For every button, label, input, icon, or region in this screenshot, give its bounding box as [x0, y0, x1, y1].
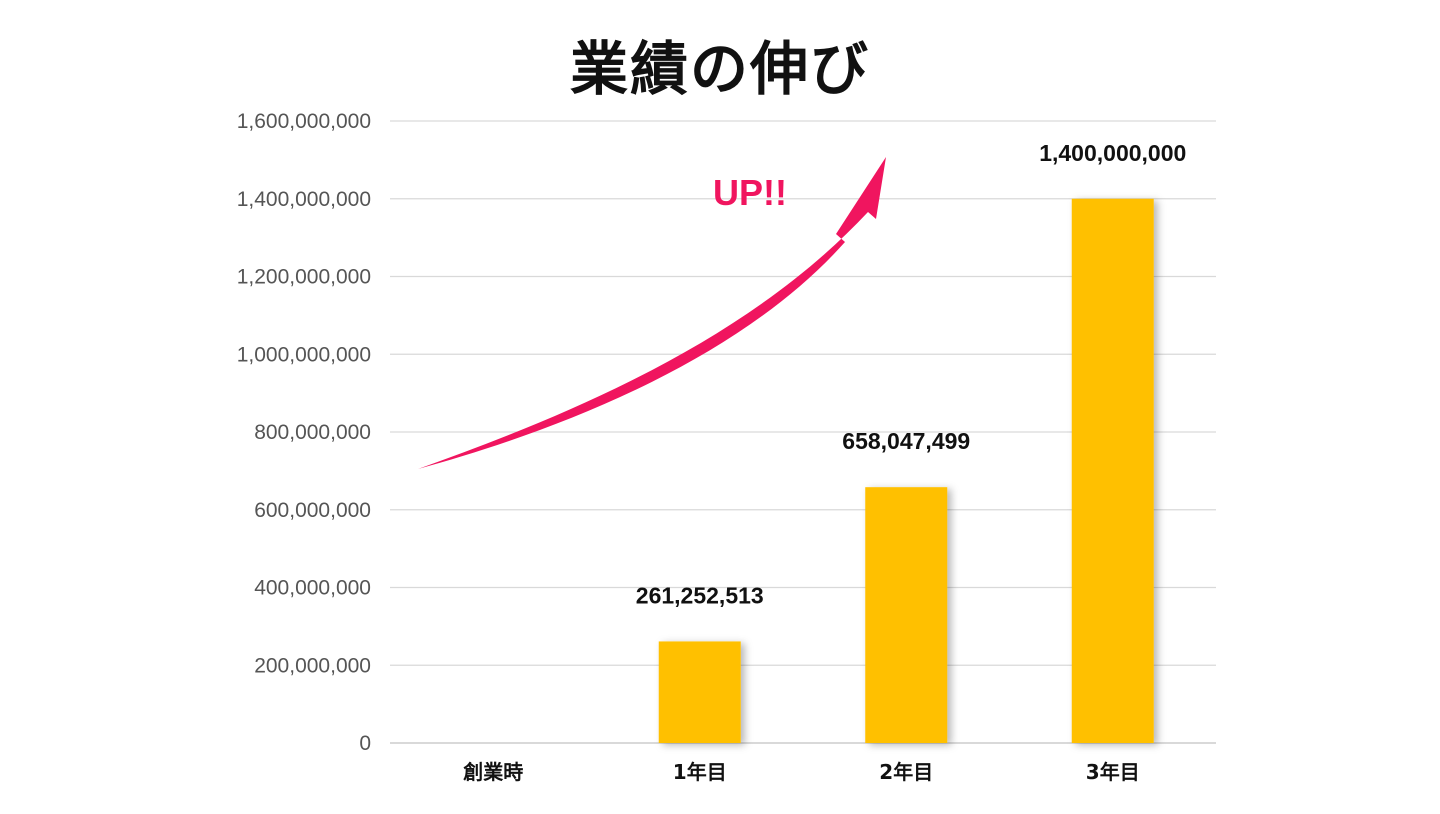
y-tick-label: 1,600,000,000	[237, 110, 371, 133]
data-labels: 261,252,513 658,047,499 1,400,000,000	[636, 140, 1187, 609]
bar	[865, 487, 948, 743]
x-tick-label: 2年目	[879, 760, 933, 784]
x-axis-ticks: 創業時 1年目 2年目 3年目	[462, 760, 1139, 784]
y-tick-label: 200,000,000	[254, 654, 371, 677]
y-tick-label: 1,000,000,000	[237, 343, 371, 366]
bar	[658, 641, 741, 743]
x-tick-label: 1年目	[673, 760, 727, 784]
x-tick-label: 3年目	[1086, 760, 1140, 784]
bars	[658, 198, 1154, 743]
growth-annotation: UP!!	[418, 157, 886, 469]
data-label: 1,400,000,000	[1039, 140, 1186, 166]
chart-title: 業績の伸び	[569, 35, 870, 103]
y-tick-label: 400,000,000	[254, 577, 371, 600]
x-tick-label: 創業時	[462, 760, 523, 784]
y-tick-label: 800,000,000	[254, 421, 371, 444]
y-tick-label: 1,400,000,000	[237, 188, 371, 211]
y-tick-label: 600,000,000	[254, 499, 371, 522]
data-label: 261,252,513	[636, 582, 764, 608]
data-label: 658,047,499	[842, 428, 970, 454]
up-annotation-text: UP!!	[713, 172, 787, 213]
bar	[1071, 198, 1154, 743]
y-axis-ticks: 0 200,000,000 400,000,000 600,000,000 800,00…	[237, 110, 371, 755]
y-tick-label: 1,200,000,000	[237, 266, 371, 289]
y-tick-label: 0	[359, 732, 371, 755]
up-arrow-icon	[418, 157, 886, 469]
